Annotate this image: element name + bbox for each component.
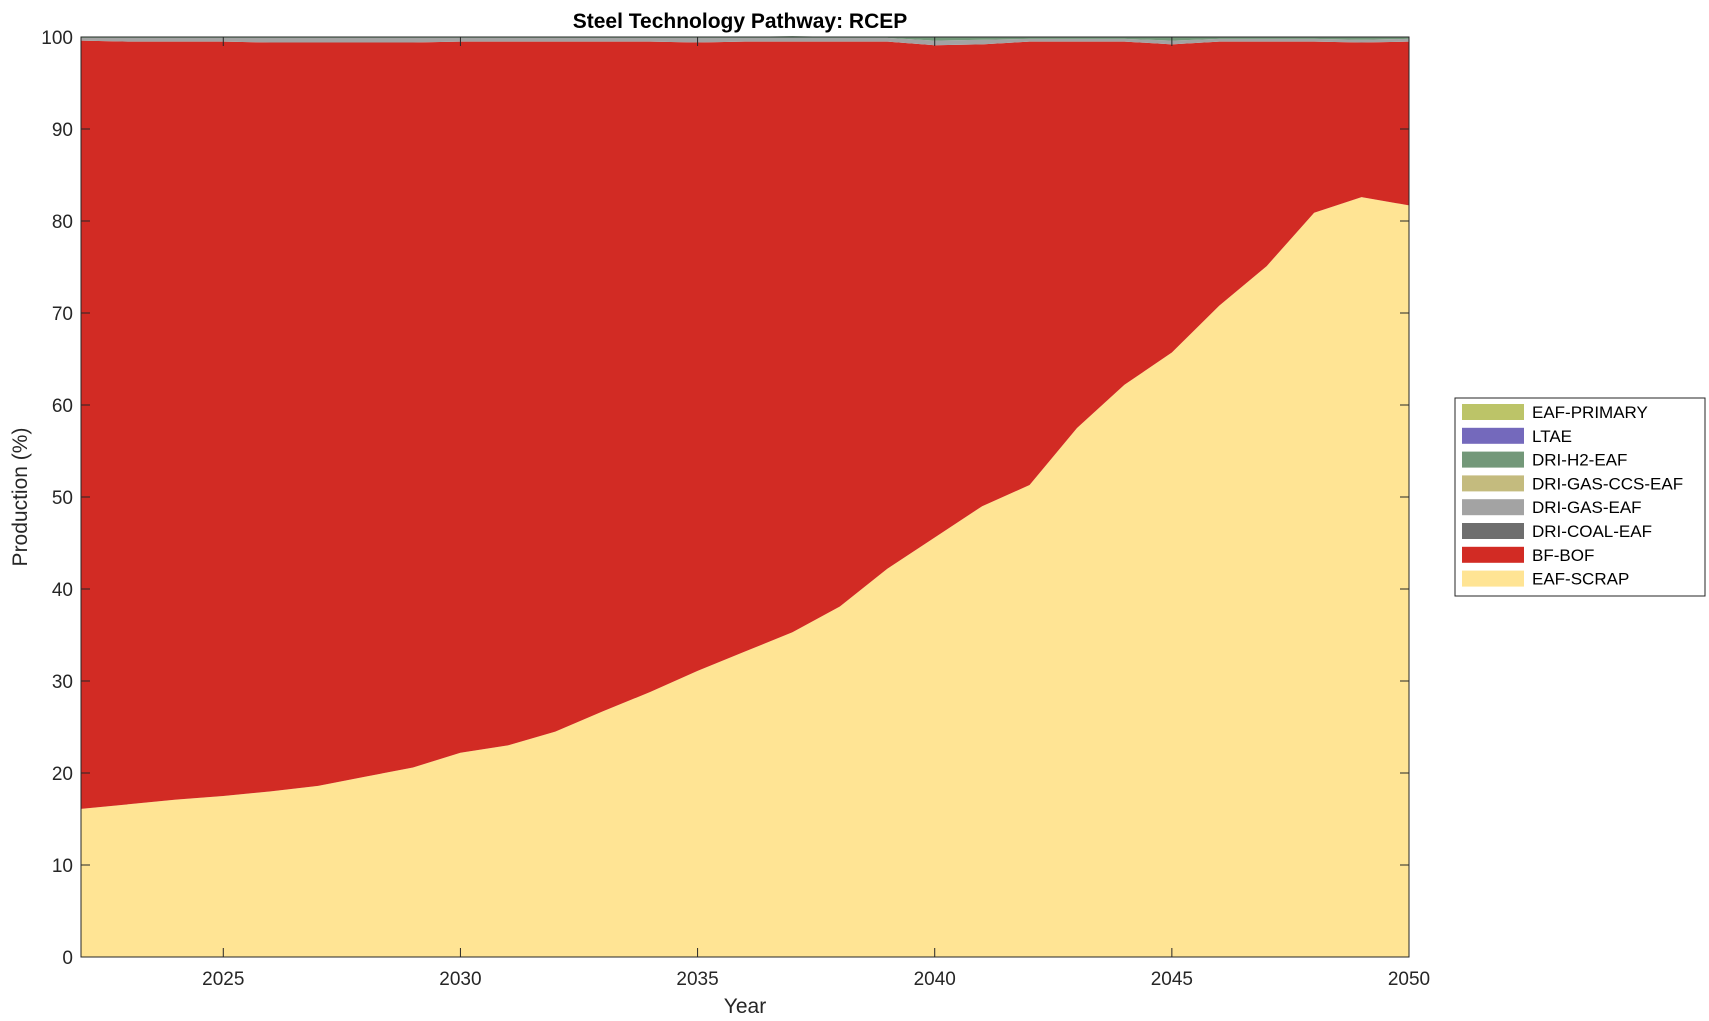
area-dri-gas-eaf	[81, 37, 1409, 46]
y-tick-label: 30	[52, 672, 73, 693]
y-tick-label: 50	[52, 488, 73, 509]
legend-label-eaf-scrap: EAF-SCRAP	[1532, 570, 1629, 589]
y-tick-label: 90	[52, 120, 73, 141]
legend-swatch-eaf-scrap	[1462, 570, 1524, 587]
legend-swatch-dri-coal-eaf	[1462, 523, 1524, 539]
legend-swatch-dri-gas-eaf	[1462, 499, 1524, 516]
legend-label-dri-h2-eaf: DRI-H2-EAF	[1532, 451, 1627, 470]
legend-swatch-bf-bof	[1462, 546, 1524, 563]
x-tick-label: 2045	[1151, 969, 1193, 990]
x-axis-ticks: 2025 2030 2035 2040 2045 2050	[202, 37, 1430, 990]
x-axis-label: Year	[724, 995, 766, 1018]
legend-swatch-eaf-primary	[1462, 404, 1524, 420]
legend-label-bf-bof: BF-BOF	[1532, 546, 1594, 565]
y-tick-label: 100	[41, 28, 73, 49]
legend-label-ltae: LTAE	[1532, 427, 1572, 446]
legend-label-eaf-primary: EAF-PRIMARY	[1532, 403, 1648, 422]
x-tick-label: 2030	[439, 969, 481, 990]
area-bf-bof	[81, 40, 1409, 809]
y-tick-label: 60	[52, 396, 73, 417]
legend-box	[1454, 397, 1706, 597]
y-axis-label: Production (%)	[9, 428, 32, 567]
y-tick-label: 20	[52, 764, 73, 785]
y-tick-label: 0	[62, 948, 73, 969]
y-tick-label: 40	[52, 580, 73, 601]
legend-label-dri-gas-eaf: DRI-GAS-EAF	[1532, 498, 1642, 517]
y-tick-label: 80	[52, 212, 73, 233]
legend: EAF-PRIMARY LTAE DRI-H2-EAF DRI-GAS-CCS-EAF…	[1454, 397, 1706, 597]
x-tick-label: 2025	[202, 969, 244, 990]
legend-label-dri-coal-eaf: DRI-COAL-EAF	[1532, 522, 1652, 541]
x-tick-label: 2050	[1388, 969, 1430, 990]
y-axis-ticks: 0 10 20 30 40 50 60 70 80 90 100	[41, 28, 1409, 969]
legend-label-dri-gas-ccs-eaf: DRI-GAS-CCS-EAF	[1532, 474, 1683, 493]
series-areas	[81, 36, 1409, 957]
y-tick-label: 70	[52, 304, 73, 325]
x-tick-label: 2035	[676, 969, 718, 990]
x-tick-label: 2040	[914, 969, 956, 990]
legend-swatch-ltae	[1462, 427, 1524, 444]
y-tick-label: 10	[52, 856, 73, 877]
area-eaf-scrap	[81, 197, 1409, 957]
chart-title: Steel Technology Pathway: RCEP	[573, 10, 908, 33]
legend-swatch-dri-h2-eaf	[1462, 451, 1524, 468]
legend-swatch-dri-gas-ccs-eaf	[1462, 475, 1524, 492]
